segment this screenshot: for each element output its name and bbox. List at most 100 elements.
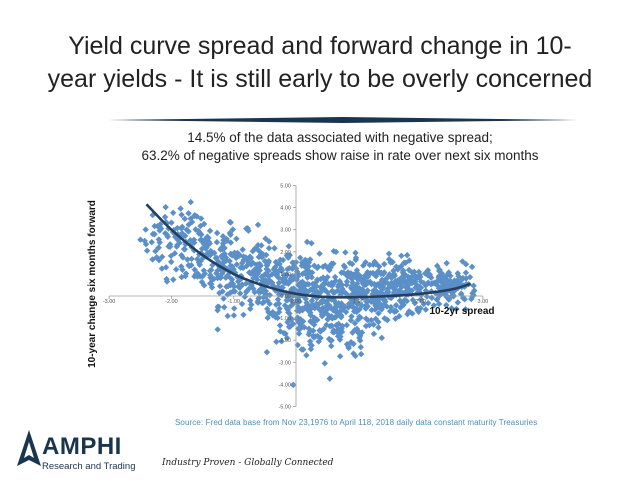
scatter-point — [345, 344, 352, 352]
scatter-point — [455, 273, 462, 280]
scatter-point — [313, 283, 320, 290]
scatter-point — [230, 305, 238, 312]
scatter-point — [207, 249, 215, 257]
scatter-point — [265, 259, 272, 266]
scatter-point — [236, 290, 244, 297]
scatter-point — [362, 272, 369, 279]
x-tick-label: 0.00 — [291, 299, 302, 305]
amphi-logo-icon — [17, 430, 41, 466]
scatter-point — [409, 310, 416, 317]
scatter-point — [243, 256, 250, 263]
scatter-point — [337, 308, 344, 315]
scatter-point — [227, 239, 235, 246]
scatter-point — [420, 300, 427, 308]
scatter-point — [317, 328, 324, 335]
scatter-point — [337, 304, 345, 311]
scatter-point — [206, 240, 213, 247]
scatter-point — [167, 258, 175, 266]
scatter-point — [324, 316, 331, 323]
scatter-point — [390, 267, 397, 274]
scatter-point — [213, 229, 221, 237]
scatter-point — [370, 330, 378, 338]
scatter-point — [343, 281, 350, 289]
scatter-point — [228, 280, 236, 288]
scatter-point — [155, 236, 163, 243]
scatter-point — [315, 338, 322, 345]
scatter-point — [447, 272, 454, 280]
scatter-point — [357, 350, 365, 358]
scatter-point — [224, 272, 231, 280]
scatter-point — [330, 260, 337, 267]
scatter-point — [397, 262, 405, 270]
scatter-point — [372, 288, 379, 295]
scatter-point — [308, 240, 315, 247]
scatter-point — [178, 263, 185, 270]
scatter-point — [185, 210, 192, 217]
scatter-point — [315, 263, 322, 271]
scatter-point — [259, 250, 267, 258]
scatter-point — [219, 233, 227, 240]
scatter-point — [462, 269, 470, 276]
scatter-point — [241, 293, 249, 300]
scatter-point — [191, 212, 199, 219]
scatter-point — [254, 299, 262, 306]
scatter-point — [400, 301, 407, 309]
scatter-point — [306, 269, 314, 276]
scatter-point — [224, 291, 231, 298]
scatter-point — [231, 288, 239, 295]
scatter-point — [375, 310, 382, 317]
scatter-point — [290, 275, 297, 282]
scatter-point — [307, 306, 314, 313]
scatter-point — [436, 267, 443, 275]
scatter-point — [177, 205, 184, 212]
scatter-point — [155, 256, 163, 264]
scatter-point — [254, 242, 262, 249]
scatter-point — [142, 241, 150, 248]
scatter-point — [362, 259, 369, 266]
scatter-point — [320, 305, 328, 313]
scatter-point — [350, 274, 357, 282]
scatter-point — [424, 299, 432, 307]
scatter-point — [198, 231, 205, 238]
scatter-point — [218, 252, 225, 260]
scatter-point — [398, 252, 405, 260]
scatter-point — [296, 287, 303, 294]
scatter-point — [245, 227, 252, 234]
scatter-point — [285, 243, 293, 250]
trend-line-group — [145, 203, 471, 299]
scatter-point — [247, 261, 255, 268]
scatter-point — [226, 257, 233, 265]
scatter-point — [240, 253, 247, 260]
scatter-point — [290, 381, 297, 389]
scatter-point — [263, 348, 271, 356]
scatter-point — [206, 227, 214, 235]
scatter-point — [200, 220, 208, 228]
scatter-point — [220, 295, 227, 302]
scatter-point — [470, 282, 477, 289]
scatter-point — [316, 250, 323, 257]
scatter-point — [415, 268, 423, 276]
scatter-point — [416, 283, 423, 290]
scatter-point — [329, 282, 336, 289]
scatter-point — [352, 256, 359, 264]
scatter-point — [254, 261, 262, 268]
scatter-point — [422, 306, 429, 313]
scatter-point — [466, 273, 474, 281]
scatter-point — [223, 283, 230, 290]
scatter-point — [235, 251, 243, 258]
scatter-point — [328, 337, 335, 344]
scatter-point — [336, 353, 344, 360]
scatter-point — [367, 270, 374, 277]
scatter-point — [176, 239, 183, 247]
scatter-point — [356, 306, 363, 313]
scatter-point — [308, 274, 315, 281]
scatter-point — [198, 245, 206, 252]
scatter-point — [266, 300, 273, 308]
scatter-point — [151, 222, 158, 230]
scatter-point — [298, 259, 306, 266]
scatter-point — [246, 253, 254, 260]
y-tick-label: -2.00 — [278, 338, 291, 344]
scatter-point — [423, 293, 431, 300]
scatter-point — [331, 273, 339, 281]
